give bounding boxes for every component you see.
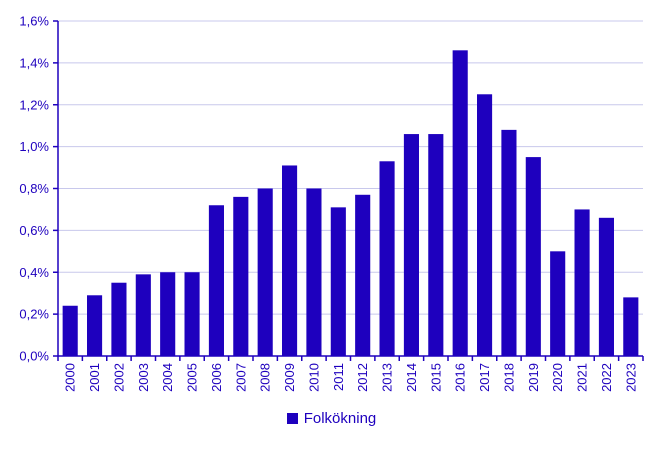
x-tick-label: 2005 bbox=[185, 363, 200, 392]
bar-2020 bbox=[550, 251, 566, 356]
x-tick-label: 2017 bbox=[477, 363, 492, 392]
legend-swatch bbox=[286, 413, 298, 424]
bar-2006 bbox=[208, 205, 224, 356]
bars bbox=[62, 50, 639, 356]
x-tick-label: 2012 bbox=[355, 363, 370, 392]
y-tick-label: 0,8% bbox=[19, 181, 49, 196]
bar-2008 bbox=[257, 188, 273, 356]
x-tick-label: 2023 bbox=[623, 363, 638, 392]
y-tick-label: 1,0% bbox=[19, 139, 49, 154]
legend-label: Folkökning bbox=[303, 410, 377, 427]
bar-2007 bbox=[233, 196, 249, 356]
y-tick-label: 1,6% bbox=[19, 14, 49, 29]
bar-2014 bbox=[403, 134, 419, 356]
x-tick-labels: 2000 2001 2002 2003 2004 2005 2006 2007 2008 2009… bbox=[63, 363, 639, 392]
bar-2019 bbox=[525, 157, 541, 356]
bar-2016 bbox=[452, 50, 468, 356]
gridlines bbox=[58, 20, 643, 315]
x-tick-label: 2022 bbox=[599, 363, 614, 392]
bar-2015 bbox=[428, 134, 444, 356]
bar-2017 bbox=[477, 94, 493, 356]
x-tick-label: 2010 bbox=[306, 363, 321, 392]
x-tick-label: 2014 bbox=[404, 363, 419, 392]
bar-2018 bbox=[501, 129, 517, 356]
x-tick-label: 2008 bbox=[258, 363, 273, 392]
bar-2022 bbox=[598, 217, 614, 356]
x-tick-label: 2002 bbox=[111, 363, 126, 392]
x-tick-label: 2003 bbox=[136, 363, 151, 392]
x-tick-label: 2013 bbox=[380, 363, 395, 392]
bar-2003 bbox=[135, 274, 151, 356]
bar-2002 bbox=[111, 282, 127, 356]
bar-2009 bbox=[282, 165, 298, 356]
x-tick-label: 2018 bbox=[501, 363, 516, 392]
bar-2010 bbox=[306, 188, 322, 356]
bar-2001 bbox=[87, 295, 103, 356]
x-tick-label: 2019 bbox=[526, 363, 541, 392]
x-tick-label: 2007 bbox=[233, 363, 248, 392]
x-tick-label: 2001 bbox=[87, 363, 102, 392]
bar-2000 bbox=[62, 305, 78, 356]
x-tick-label: 2021 bbox=[575, 363, 590, 392]
bar-2021 bbox=[574, 209, 590, 356]
bar-2013 bbox=[379, 161, 395, 356]
x-tick-label: 2000 bbox=[63, 363, 78, 392]
x-tick-label: 2011 bbox=[331, 363, 346, 391]
y-tick-label: 0,2% bbox=[19, 307, 49, 322]
bar-2023 bbox=[623, 297, 639, 356]
legend: Folkökning bbox=[0, 410, 663, 427]
axes bbox=[53, 20, 644, 361]
y-tick-label: 0,6% bbox=[19, 223, 49, 238]
x-tick-label: 2020 bbox=[550, 363, 565, 392]
bar-2004 bbox=[160, 272, 176, 356]
bar-2005 bbox=[184, 272, 200, 356]
x-tick-label: 2016 bbox=[453, 363, 468, 392]
bar-2012 bbox=[355, 194, 371, 356]
x-tick-label: 2009 bbox=[282, 363, 297, 392]
x-tick-label: 2015 bbox=[428, 363, 443, 392]
x-tick-label: 2004 bbox=[160, 363, 175, 392]
x-tick-label: 2006 bbox=[209, 363, 224, 392]
y-tick-label: 0,0% bbox=[19, 349, 49, 364]
y-tick-labels: 0,0% 0,2% 0,4% 0,6% 0,8% 1,0% 1,2% 1,4% 1,6% bbox=[19, 14, 49, 364]
y-tick-label: 1,2% bbox=[19, 97, 49, 112]
y-tick-label: 0,4% bbox=[19, 265, 49, 280]
bar-2011 bbox=[330, 207, 346, 356]
y-tick-label: 1,4% bbox=[19, 55, 49, 70]
